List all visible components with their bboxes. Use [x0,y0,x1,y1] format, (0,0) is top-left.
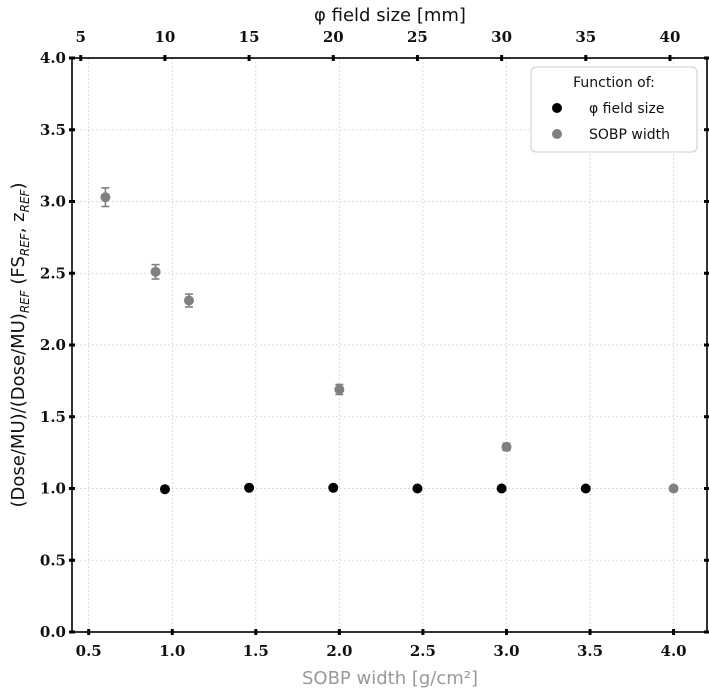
x2-tick-label: 20 [323,28,344,46]
y-tick-label: 3.5 [40,121,66,139]
x-tick-label: 1.5 [243,642,269,660]
point-sobp-width [501,441,512,452]
x-tick-label: 2.5 [410,642,436,660]
y-label-comma: , z [8,212,29,233]
y-tick-label: 3.0 [40,193,66,211]
point-sobp-width [668,483,679,494]
point-sobp-width [183,295,194,306]
x2-tick-label: 10 [154,28,175,46]
x-tick-label: 3.5 [577,642,603,660]
x2-tick-label: 15 [239,28,260,46]
point-sobp-width [334,384,345,395]
point-field-size [159,484,170,495]
x-tick-label: 1.0 [159,642,185,660]
y-label-main: (Dose/MU)/(Dose/MU) [8,313,29,507]
x2-tick-label: 30 [491,28,512,46]
x2-axis-label: φ field size [mm] [314,5,466,26]
x2-tick-label: 25 [407,28,428,46]
y-label-sub: REF [18,188,32,212]
y-tick-label: 0.5 [40,551,66,569]
point-sobp-width [100,192,111,203]
legend-label-sobp-width: SOBP width [589,127,670,143]
point-sobp-width [150,266,161,277]
x2-tick-label: 5 [76,28,86,46]
y-label-sub: REF [18,289,32,313]
y-tick-label: 0.0 [40,623,66,641]
y-label-close: ) [8,183,29,190]
legend-box [530,66,698,153]
legend: Function of: φ field size SOBP width [530,66,698,153]
data-points [100,187,679,495]
legend-label-field-size: φ field size [589,101,665,117]
point-field-size [412,483,423,494]
x-tick-label: 0.5 [76,642,102,660]
y-tick-label: 2.0 [40,336,66,354]
point-field-size [328,482,339,493]
y-axis-label: (Dose/MU)/(Dose/MU)REF (FSREF, zREF) [8,183,32,508]
y-tick-label: 4.0 [40,49,66,67]
y-tick-label: 1.0 [40,480,66,498]
plot-frame [71,57,708,633]
legend-marker-sobp-width [552,129,562,139]
legend-marker-field-size [552,103,562,113]
point-field-size [244,482,255,493]
y-label-mid: (FS [8,256,29,290]
point-field-size [496,483,507,494]
y-label-sub: REF [18,232,32,256]
x-axis-label: SOBP width [g/cm²] [302,668,478,689]
x-tick-label: 3.0 [493,642,519,660]
x-tick-label: 4.0 [661,642,687,660]
y-tick-label: 1.5 [40,408,66,426]
legend-title: Function of: [573,75,655,91]
point-field-size [580,483,591,494]
x-tick-label: 2.0 [326,642,352,660]
y-tick-label: 2.5 [40,264,66,282]
x2-tick-label: 35 [575,28,596,46]
x2-tick-label: 40 [660,28,681,46]
tick-labels: 0.5 1.0 1.5 2.0 2.5 3.0 3.5 4.0 0.0 0.5 1.0 1.5 2.0 2… [40,28,687,660]
